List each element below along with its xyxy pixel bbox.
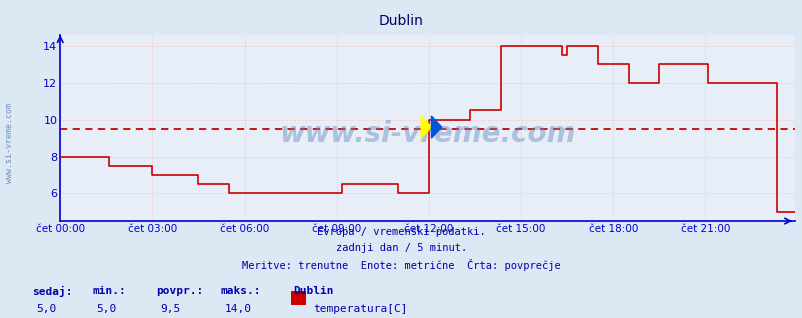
Text: temperatura[C]: temperatura[C] [313, 304, 407, 314]
Text: Dublin: Dublin [293, 286, 333, 296]
Polygon shape [431, 116, 441, 138]
Text: Dublin: Dublin [379, 14, 423, 28]
Text: zadnji dan / 5 minut.: zadnji dan / 5 minut. [335, 243, 467, 253]
Text: povpr.:: povpr.: [156, 286, 204, 296]
Text: maks.:: maks.: [221, 286, 261, 296]
Text: 5,0: 5,0 [36, 304, 56, 314]
Text: www.si-vreme.com: www.si-vreme.com [279, 120, 575, 148]
Text: sedaj:: sedaj: [32, 286, 72, 297]
Text: 5,0: 5,0 [96, 304, 116, 314]
Text: Meritve: trenutne  Enote: metrične  Črta: povprečje: Meritve: trenutne Enote: metrične Črta: … [242, 259, 560, 271]
Text: 14,0: 14,0 [225, 304, 252, 314]
Text: min.:: min.: [92, 286, 126, 296]
Polygon shape [421, 116, 431, 138]
Text: www.si-vreme.com: www.si-vreme.com [5, 103, 14, 183]
Text: 9,5: 9,5 [160, 304, 180, 314]
Text: Evropa / vremenski podatki.: Evropa / vremenski podatki. [317, 227, 485, 237]
